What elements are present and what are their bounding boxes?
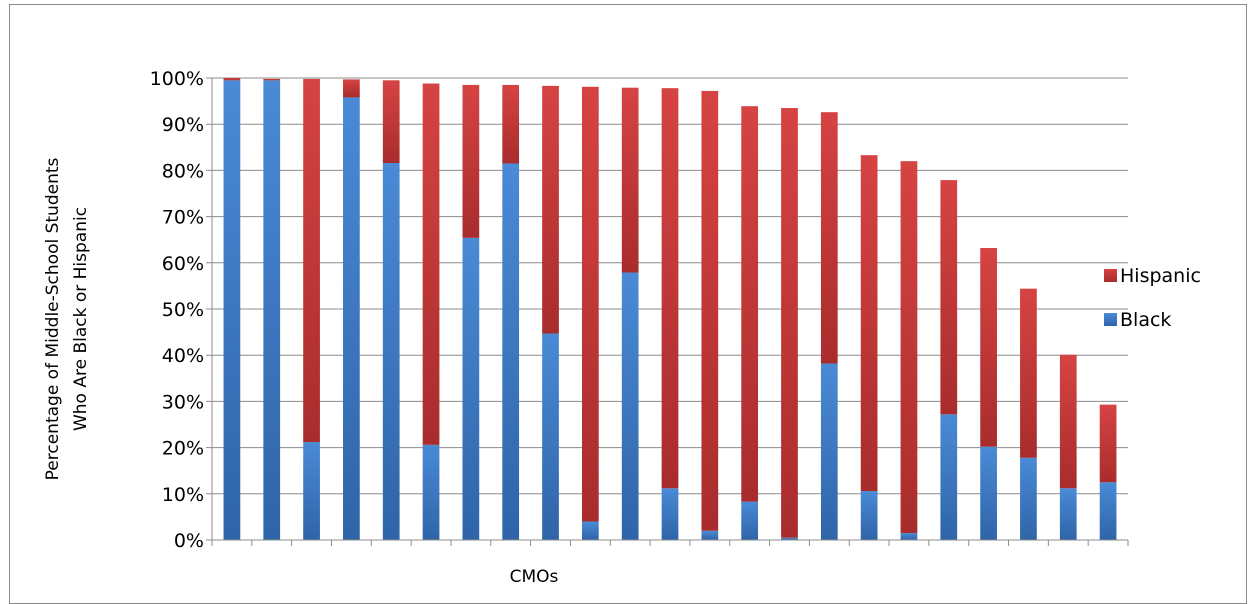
bar-black bbox=[1020, 457, 1037, 540]
bar-hispanic bbox=[502, 84, 520, 164]
bar-hispanic bbox=[422, 83, 440, 445]
y-axis-title-line: Percentage of Middle-School Students bbox=[43, 157, 63, 480]
bar-black bbox=[900, 533, 918, 540]
bar-black bbox=[343, 97, 360, 541]
bar-black bbox=[781, 537, 798, 540]
bar-black bbox=[621, 272, 639, 540]
y-tick-label: 50% bbox=[162, 299, 204, 321]
bar-hispanic bbox=[263, 78, 281, 81]
bar-hispanic bbox=[741, 106, 759, 502]
y-tick-label: 30% bbox=[162, 391, 204, 413]
y-axis-title-line: Who Are Black or Hispanic bbox=[71, 207, 91, 431]
bar-black bbox=[382, 163, 400, 540]
y-tick-label: 80% bbox=[162, 160, 204, 182]
bar-hispanic bbox=[303, 78, 320, 443]
bar-black bbox=[581, 521, 599, 540]
y-axis-title: Percentage of Middle-School Students Who … bbox=[43, 157, 91, 480]
y-tick-label: 70% bbox=[162, 207, 204, 229]
bar-black bbox=[542, 333, 559, 540]
y-tick-label: 60% bbox=[162, 253, 204, 275]
bar-black bbox=[980, 446, 997, 540]
bar-black bbox=[462, 237, 480, 541]
x-axis bbox=[211, 539, 1129, 546]
y-tick-label: 0% bbox=[174, 530, 204, 552]
bar-black bbox=[741, 501, 759, 540]
bar-black bbox=[820, 363, 838, 540]
bar-black bbox=[701, 530, 719, 540]
y-tick-label: 20% bbox=[162, 438, 204, 460]
bar-black bbox=[860, 491, 878, 540]
bar-black bbox=[223, 80, 241, 540]
bar-hispanic bbox=[382, 80, 400, 164]
bar-hispanic bbox=[781, 108, 798, 538]
bar-black bbox=[263, 80, 281, 540]
bar-hispanic bbox=[900, 161, 918, 534]
legend-label-black: Black bbox=[1120, 309, 1171, 331]
bar-hispanic bbox=[1059, 354, 1077, 489]
legend-swatch-black bbox=[1104, 313, 1117, 326]
bar-hispanic bbox=[542, 85, 559, 334]
legend-label-hispanic: Hispanic bbox=[1120, 265, 1201, 287]
bar-hispanic bbox=[980, 248, 997, 447]
bar-black bbox=[303, 442, 320, 540]
y-tick-label: 40% bbox=[162, 345, 204, 367]
bar-black bbox=[1059, 488, 1077, 540]
y-tick-label: 10% bbox=[162, 484, 204, 506]
bar-hispanic bbox=[661, 88, 679, 489]
bar-hispanic bbox=[462, 84, 480, 238]
bar-hispanic bbox=[860, 155, 878, 492]
bar-hispanic bbox=[621, 87, 639, 273]
bar-hispanic bbox=[1099, 404, 1117, 483]
bar-black bbox=[1099, 482, 1117, 540]
bar-black bbox=[940, 414, 958, 540]
bars bbox=[223, 78, 1117, 541]
x-axis-title: CMOs bbox=[510, 567, 559, 587]
legend-swatch-hispanic bbox=[1104, 269, 1117, 282]
y-tick-label: 90% bbox=[162, 114, 204, 136]
bar-hispanic bbox=[223, 78, 241, 81]
bar-hispanic bbox=[581, 86, 599, 522]
bar-black bbox=[661, 488, 679, 540]
y-tick-labels: 0% 10% 20% 30% 40% 50% 60% 70% 80% 90% 100% bbox=[150, 68, 204, 552]
bar-hispanic bbox=[820, 112, 838, 364]
legend: Hispanic Black bbox=[1104, 265, 1201, 331]
bar-black bbox=[422, 444, 440, 540]
y-tick-label: 100% bbox=[150, 68, 204, 90]
bar-hispanic bbox=[343, 79, 360, 98]
bar-hispanic bbox=[701, 90, 719, 531]
bar-black bbox=[502, 163, 520, 540]
bar-hispanic bbox=[940, 180, 958, 415]
bar-hispanic bbox=[1020, 288, 1037, 458]
